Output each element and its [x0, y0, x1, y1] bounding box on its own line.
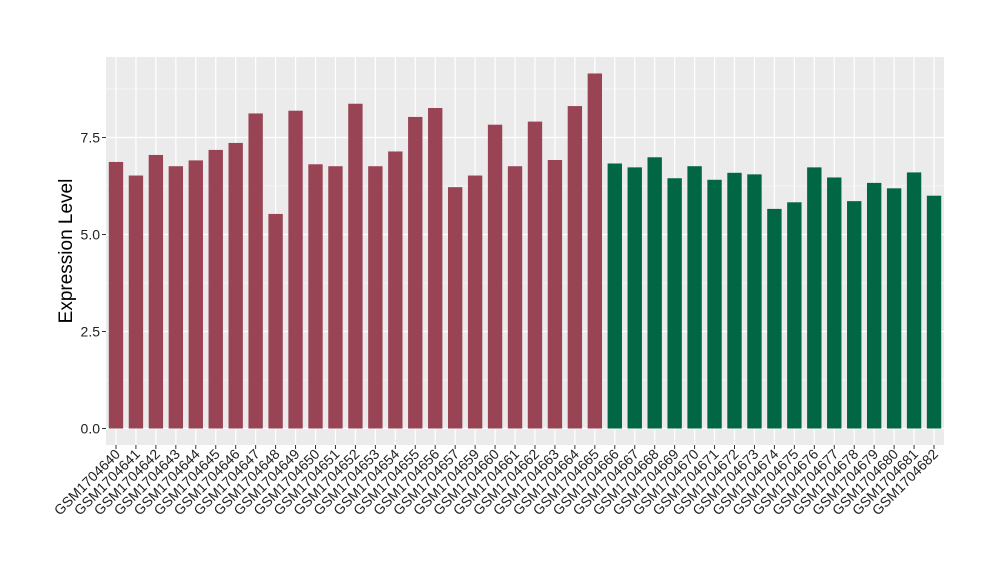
- bar: [687, 166, 702, 429]
- bar: [727, 172, 742, 429]
- bar: [587, 73, 603, 429]
- bar: [228, 142, 243, 429]
- bar: [926, 195, 942, 429]
- bar: [906, 172, 922, 429]
- bar: [607, 163, 622, 429]
- y-axis-title: Expression Level: [56, 179, 77, 324]
- x-axis-ticks: GSM1704640GSM1704641GSM1704642GSM1704643…: [51, 445, 941, 518]
- bar: [866, 182, 882, 429]
- bar: [348, 103, 363, 429]
- bar: [527, 121, 543, 429]
- bar: [428, 108, 443, 429]
- bar: [827, 177, 842, 429]
- y-axis-ticks: 0.0 2.5 5.0 7.5: [81, 130, 106, 437]
- bar: [647, 157, 662, 429]
- bar: [547, 160, 563, 429]
- bar: [787, 202, 802, 429]
- bar: [268, 213, 283, 429]
- bar: [248, 113, 263, 429]
- plot-panel: [106, 57, 944, 445]
- bar: [308, 164, 323, 429]
- bar: [507, 166, 523, 429]
- bar: [747, 174, 762, 429]
- bar: [328, 166, 343, 429]
- bar: [388, 151, 403, 429]
- bars: [108, 73, 942, 429]
- y-tick-label: 2.5: [81, 324, 101, 340]
- bar: [168, 166, 184, 429]
- bar: [567, 106, 583, 429]
- bar: [807, 167, 822, 429]
- bar: [288, 110, 303, 429]
- bar: [627, 167, 642, 429]
- bar: [148, 154, 164, 429]
- bar: [108, 161, 124, 429]
- bar: [487, 124, 503, 429]
- bar: [188, 160, 203, 429]
- bar: [847, 201, 862, 429]
- bar: [467, 175, 483, 429]
- bar: [886, 188, 902, 429]
- bar: [667, 178, 682, 429]
- y-tick-label: 5.0: [81, 227, 101, 243]
- y-tick-label: 0.0: [81, 421, 101, 437]
- bar: [447, 187, 463, 429]
- bar: [368, 166, 383, 429]
- y-tick-label: 7.5: [81, 130, 101, 146]
- bar: [707, 179, 722, 429]
- bar: [128, 175, 144, 429]
- bar: [408, 116, 423, 429]
- bar: [767, 208, 782, 429]
- bar: [208, 149, 223, 429]
